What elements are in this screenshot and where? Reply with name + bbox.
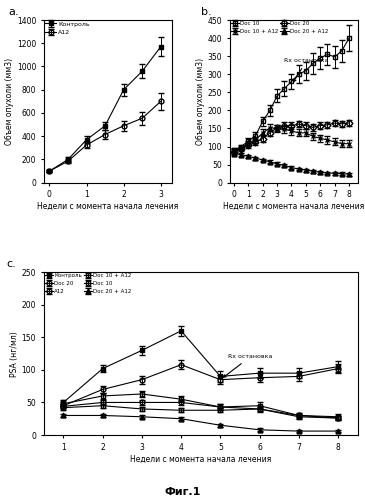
Y-axis label: Объем опухоли (мм3): Объем опухоли (мм3): [196, 58, 204, 145]
Text: a.: a.: [8, 7, 18, 17]
Text: b.: b.: [201, 7, 212, 17]
Text: Rx остановка: Rx остановка: [223, 354, 273, 377]
Text: c.: c.: [6, 259, 16, 269]
Legend: Контроль, Doc 20, A12, Doc 10 + A12, Doc 10, Doc 20 + A12: Контроль, Doc 20, A12, Doc 10 + A12, Doc…: [45, 274, 132, 294]
Text: Фиг.1: Фиг.1: [164, 487, 201, 497]
X-axis label: Недели с момента начала лечения: Недели с момента начала лечения: [130, 454, 271, 464]
X-axis label: Недели с момента начала лечения: Недели с момента начала лечения: [223, 202, 364, 211]
Legend: Контроль, A12: Контроль, A12: [45, 21, 90, 35]
X-axis label: Недели с момента начала лечения: Недели с момента начала лечения: [37, 202, 178, 211]
Y-axis label: Объем опухоли (мм3): Объем опухоли (мм3): [5, 58, 14, 145]
Text: Rx остановка: Rx остановка: [284, 58, 329, 82]
Y-axis label: PSA (нг/мл): PSA (нг/мл): [10, 331, 19, 376]
Legend: Doc 10, Doc 10 + A12, Doc 20, Doc 20 + A12: Doc 10, Doc 10 + A12, Doc 20, Doc 20 + A…: [231, 21, 328, 34]
